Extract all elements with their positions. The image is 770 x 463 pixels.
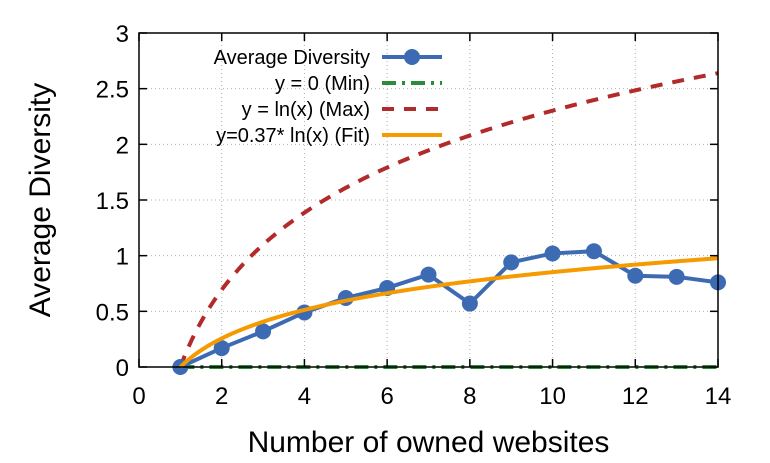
- y-tick-label: 2: [116, 132, 129, 159]
- legend: Average Diversity y = 0 (Min) y = ln(x) (M…: [214, 47, 442, 147]
- grid: [139, 33, 718, 367]
- ticks: 0 2 4 6 8 10 12 14 0 0.5 1 1.5 2 2.5 3: [96, 21, 732, 410]
- y-tick-label: 2.5: [96, 77, 129, 104]
- legend-marker: [404, 49, 420, 65]
- x-tick-label: 10: [539, 383, 566, 410]
- x-tick-label: 2: [215, 383, 228, 410]
- series-y-0-37-ln-x-fit-line: [178, 256, 719, 369]
- data-point: [420, 266, 437, 283]
- y-tick-label: 3: [116, 21, 129, 48]
- data-point: [627, 267, 644, 284]
- x-tick-label: 14: [705, 383, 732, 410]
- y-tick-label: 0.5: [96, 299, 129, 326]
- y-tick-label: 1.5: [96, 188, 129, 215]
- legend-label: y = 0 (Min): [275, 73, 370, 95]
- x-tick-label: 4: [298, 383, 311, 410]
- x-tick-label: 12: [622, 383, 649, 410]
- data-point: [255, 323, 272, 340]
- x-tick-label: 0: [132, 383, 145, 410]
- legend-label: y=0.37* ln(x) (Fit): [216, 125, 370, 147]
- legend-label: Average Diversity: [214, 47, 370, 69]
- x-tick-label: 8: [463, 383, 476, 410]
- data-point: [213, 340, 230, 357]
- data-point: [585, 243, 602, 260]
- x-tick-label: 6: [380, 383, 393, 410]
- y-tick-label: 1: [116, 244, 129, 271]
- legend-label: y = ln(x) (Max): [242, 99, 370, 121]
- data-point: [503, 254, 520, 271]
- x-axis-title: Number of owned websites: [248, 426, 610, 459]
- series-y-ln-x-max-line: [178, 71, 719, 368]
- y-tick-label: 0: [116, 355, 129, 382]
- y-axis-title: Average Diversity: [24, 83, 57, 318]
- data-point: [544, 245, 561, 262]
- data-point: [668, 268, 685, 285]
- data-point: [461, 295, 478, 312]
